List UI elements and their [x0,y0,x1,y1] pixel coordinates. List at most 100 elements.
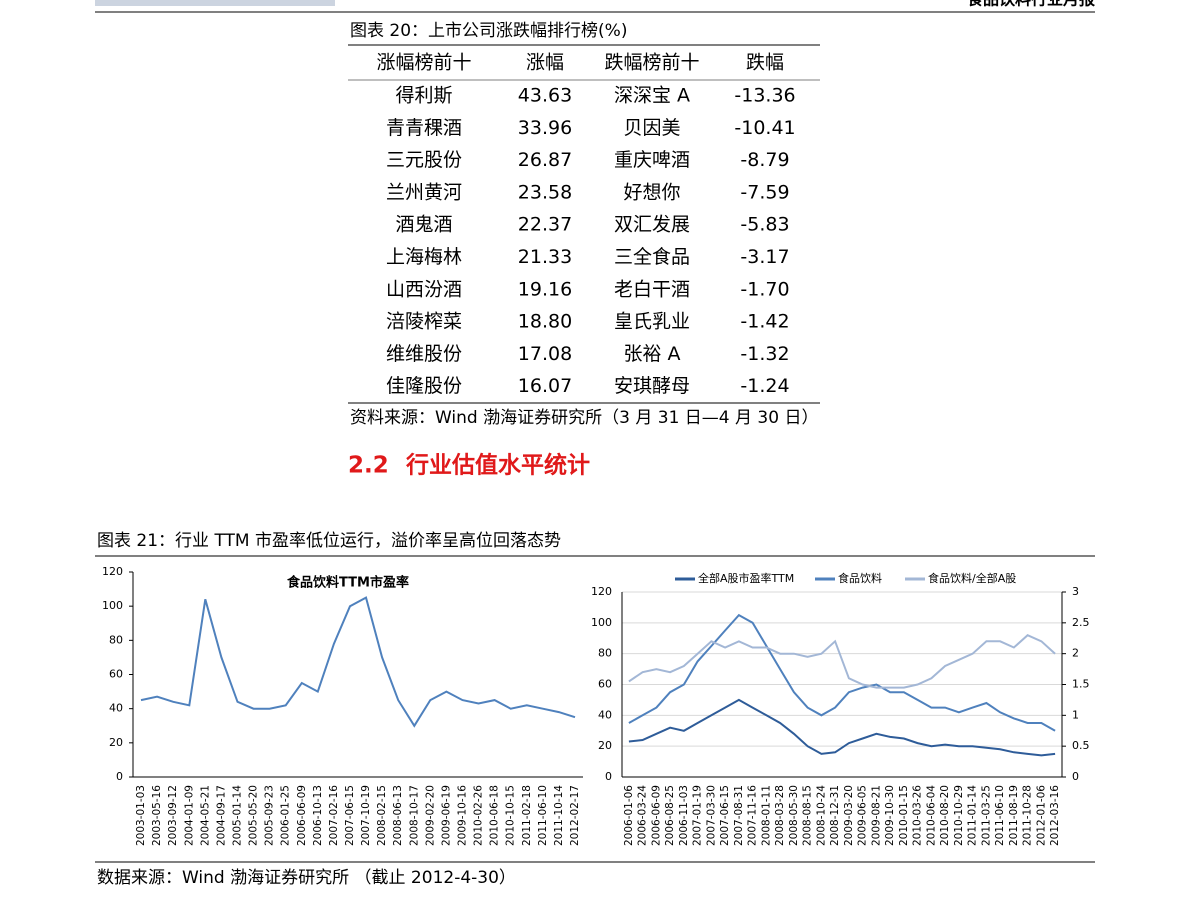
y-tick-label: 60 [109,668,123,681]
table-cell: 23.58 [518,181,572,203]
table-cell: 老白干酒 [614,278,690,300]
x-tick-label: 2009-02-20 [424,785,436,846]
y-tick-label: 20 [598,739,612,752]
header-title: 食品饮料行业月报 [966,0,1095,9]
table-cell: 三元股份 [386,149,462,171]
table-cell: 佳隆股份 [386,375,462,397]
x-tick-label: 2009-06-05 [857,785,869,846]
data-line [628,613,1056,732]
logo [95,0,335,6]
x-tick-label: 2006-06-09 [296,785,308,846]
table-cell: 山西汾酒 [386,278,462,300]
table-cell: 26.87 [518,149,572,171]
x-tick-label: 2008-12-31 [829,785,841,846]
table-cell: 张裕 A [623,343,680,365]
table-cell: 43.63 [518,85,572,107]
x-tick-label: 2010-01-15 [898,785,910,846]
y-tick-label: 120 [102,565,123,578]
table-cell: -7.59 [740,181,789,203]
x-tick-label: 2008-08-15 [802,785,814,846]
x-tick-label: 2009-06-19 [440,785,452,846]
table-cell: -5.83 [740,214,789,236]
table-cell: -1.24 [740,375,789,397]
x-tick-label: 2011-10-28 [1022,785,1034,846]
table-cell: 兰州黄河 [386,181,462,203]
x-tick-label: 2005-01-14 [231,785,243,846]
table-cell: 33.96 [518,117,572,139]
section-number: 2.2 [348,453,389,479]
table-cell: 好想你 [623,181,680,203]
x-tick-label: 2011-06-10 [537,785,549,846]
x-tick-label: 2003-01-03 [135,785,147,846]
x-tick-label: 2006-08-25 [664,785,676,846]
x-tick-label: 2006-11-03 [678,785,690,846]
x-tick-label: 2009-08-21 [870,785,882,846]
x-tick-label: 2005-09-23 [264,785,276,846]
figure-caption: 图表 20：上市公司涨跌幅排行榜(%) [350,21,627,41]
y2-tick-label: 0 [1072,770,1079,783]
x-tick-label: 2011-03-25 [980,785,992,846]
table-cell: 22.37 [518,214,572,236]
y-tick-label: 0 [116,770,123,783]
x-tick-label: 2008-10-24 [815,785,827,846]
x-tick-label: 2012-03-16 [1049,785,1061,846]
x-tick-label: 2012-01-06 [1035,785,1047,846]
table-cell: 重庆啤酒 [614,149,690,171]
x-tick-label: 2010-02-26 [473,785,485,846]
x-tick-label: 2007-03-30 [705,785,717,846]
x-tick-label: 2009-10-30 [884,785,896,846]
x-tick-label: 2004-09-17 [215,785,227,846]
x-tick-label: 2010-03-26 [912,785,924,846]
x-tick-label: 2011-08-19 [1008,785,1020,846]
figure-caption: 图表 21：行业 TTM 市盈率低位运行，溢价率呈高位回落态势 [97,531,561,551]
column-header: 跌幅榜前十 [604,52,699,74]
x-tick-label: 2011-10-14 [553,785,565,846]
y-tick-label: 120 [591,585,612,598]
x-tick-label: 2007-02-16 [328,785,340,846]
x-tick-label: 2010-08-20 [939,785,951,846]
y2-tick-label: 2 [1072,647,1079,660]
table-cell: -8.79 [740,149,789,171]
y-tick-label: 40 [109,702,123,715]
x-tick-label: 2008-10-17 [408,785,420,846]
column-header: 涨幅榜前十 [376,52,471,74]
table-cell: 酒鬼酒 [395,214,452,236]
section-title: 行业估值水平统计 [405,452,590,479]
table-cell: 贝因美 [623,117,680,139]
table-cell: 得利斯 [395,85,452,107]
data-line [628,634,1056,689]
table-cell: 涪陵榨菜 [386,311,462,333]
y-tick-label: 100 [102,599,123,612]
table-cell: 青青稞酒 [386,117,462,139]
x-tick-label: 2003-05-16 [151,785,163,846]
x-tick-label: 2008-05-30 [788,785,800,846]
x-tick-label: 2008-06-13 [392,785,404,846]
data-line [140,596,576,728]
x-tick-label: 2007-08-31 [733,785,745,846]
table-cell: 安琪酵母 [614,375,690,397]
y2-tick-label: 0.5 [1072,739,1090,752]
table-cell: 上海梅林 [386,246,462,268]
y2-tick-label: 3 [1072,585,1079,598]
x-tick-label: 2008-01-11 [760,785,772,846]
x-tick-label: 2009-10-16 [456,785,468,846]
table-cell: -10.41 [734,117,795,139]
y-tick-label: 80 [598,647,612,660]
x-tick-label: 2010-10-15 [505,785,517,846]
legend-label: 食品饮料/全部A股 [928,571,1016,585]
table-cell: -13.36 [734,85,795,107]
table-cell: 19.16 [518,278,572,300]
x-tick-label: 2004-01-09 [183,785,195,846]
table-cell: -1.42 [740,311,789,333]
x-tick-label: 2006-01-25 [280,785,292,846]
table-cell: 皇氏乳业 [614,311,690,333]
y2-tick-label: 1.5 [1072,678,1090,691]
x-tick-label: 2010-10-29 [953,785,965,846]
x-tick-label: 2009-03-20 [843,785,855,846]
x-tick-label: 2003-09-12 [167,785,179,846]
x-tick-label: 2010-06-04 [925,785,937,846]
y-tick-label: 60 [598,678,612,691]
table-cell: 17.08 [518,343,572,365]
